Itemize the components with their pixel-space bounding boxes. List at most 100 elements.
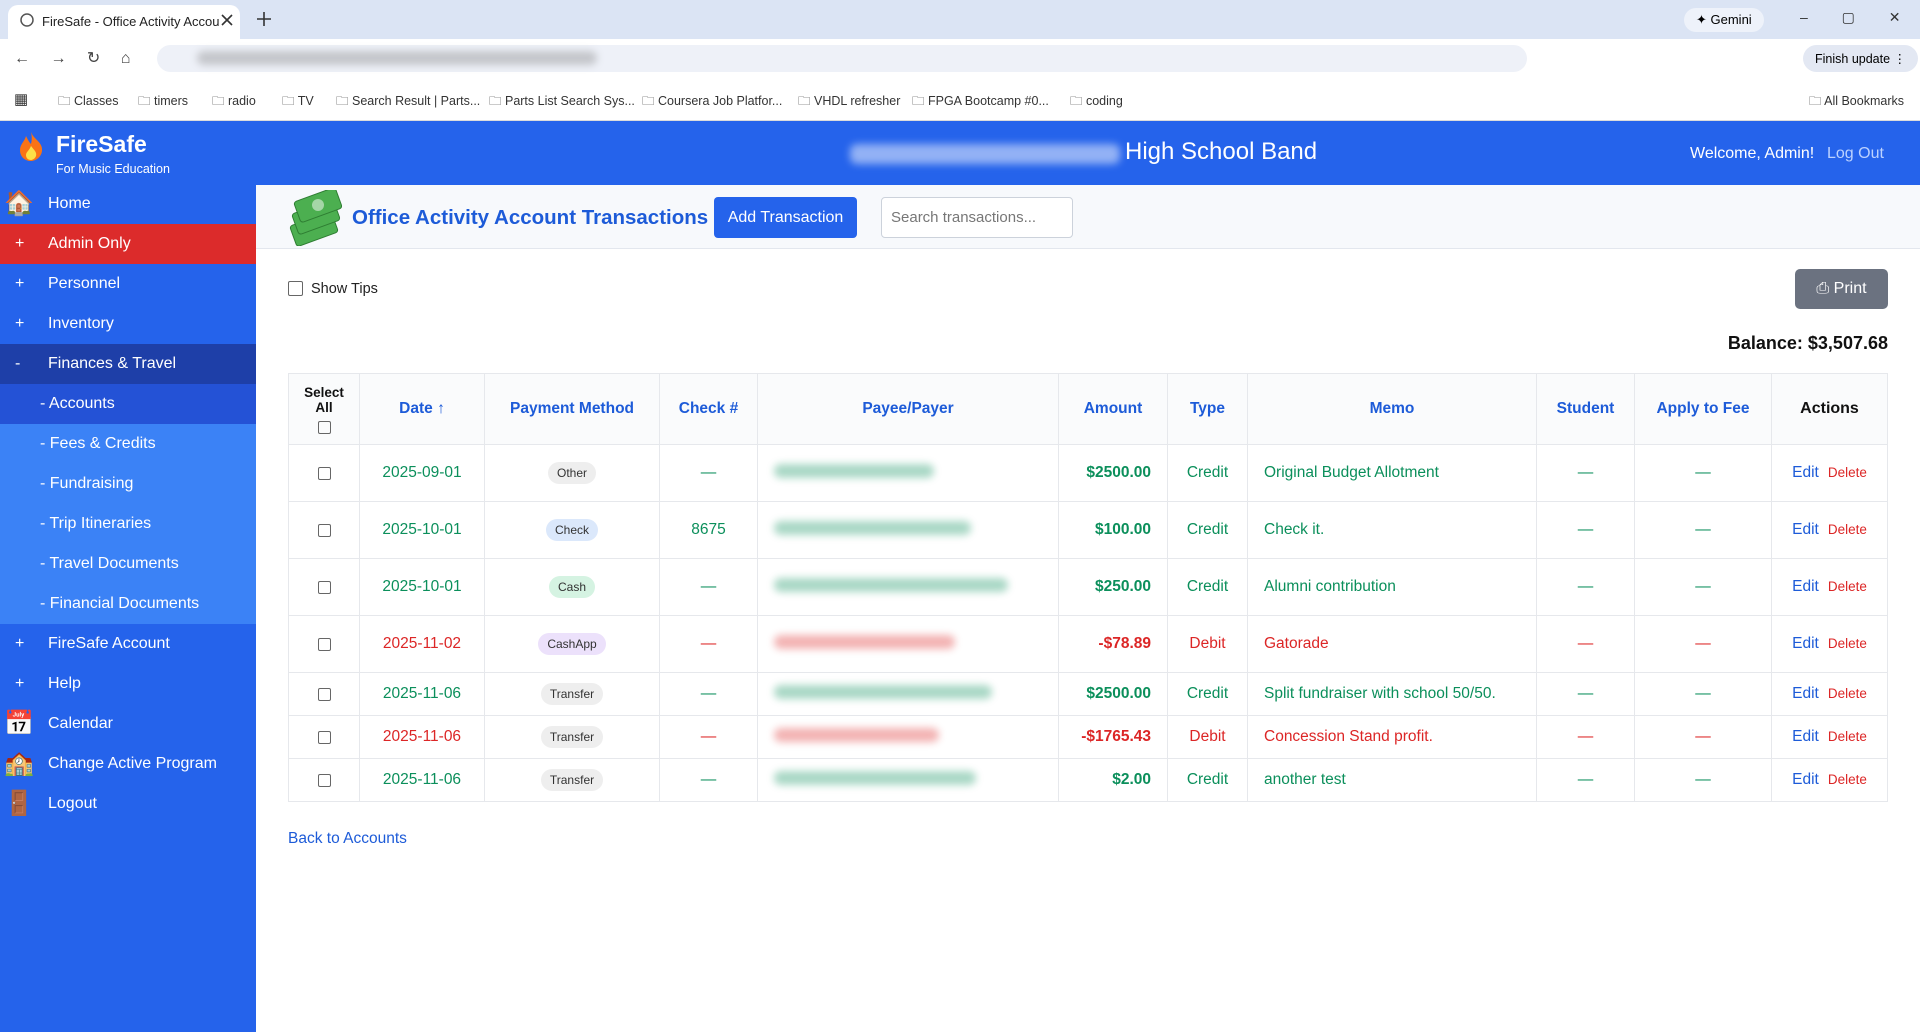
bookmark[interactable]: 🗀 timers [138,94,189,108]
apply-to-fee: — [1634,501,1772,559]
nav-buttons[interactable]: ← → ↻ ⌂ [14,50,131,67]
delete-link[interactable]: Delete [1827,465,1867,480]
bookmark-label: timers [153,94,189,108]
sidebar-item[interactable]: - Finances & Travel [0,344,256,384]
delete-link[interactable]: Delete [1827,522,1867,537]
column-header[interactable]: Payment Method [484,373,660,445]
delete-link[interactable]: Delete [1827,686,1867,701]
select-all-checkbox[interactable] [317,420,331,434]
edit-link[interactable]: Edit [1792,728,1819,745]
sidebar-item[interactable]: 🚪 Logout [0,784,256,824]
row-checkbox[interactable] [317,687,331,701]
add-transaction-button[interactable]: Add Transaction [714,197,857,238]
row-checkbox[interactable] [317,523,331,537]
sidebar-label: - Financial Documents [40,595,200,612]
column-header[interactable]: Payee/Payer [757,373,1059,445]
sidebar-prefix: - [15,355,21,372]
all-bookmarks[interactable]: 🗀 All Bookmarks [1808,94,1904,108]
sidebar-item[interactable]: - Trip Itineraries [0,504,256,544]
bookmark[interactable]: 🗀 Search Result | Parts... [336,94,481,108]
bookmark[interactable]: 🗀 Coursera Job Platfor... [642,94,783,108]
row-checkbox[interactable] [317,466,331,480]
bookmark-label: FPGA Bootcamp #0... [927,94,1049,108]
gemini-button[interactable]: ✦ Gemini [1684,8,1764,32]
delete-link[interactable]: Delete [1827,636,1867,651]
select-cell [288,501,360,559]
actions: Edit Delete [1771,444,1888,502]
edit-link[interactable]: Edit [1792,635,1819,652]
method-badge: Other [547,462,596,484]
transaction-row: 2025-10-01 Check 8675 $100.00 Credit Check it… [288,501,1888,559]
delete-link[interactable]: Delete [1827,729,1867,744]
payee [757,558,1059,616]
bookmark[interactable]: 🗀 coding [1070,94,1123,108]
blurred-payee [774,463,934,478]
sidebar-item[interactable]: 🏠 Home [0,184,256,224]
column-header[interactable]: Apply to Fee [1634,373,1772,445]
student: — [1536,558,1635,616]
tab-close[interactable] [221,14,233,26]
delete-link[interactable]: Delete [1827,772,1867,787]
sidebar-label: - Accounts [40,395,115,412]
column-header[interactable]: Check # [659,373,758,445]
delete-link[interactable]: Delete [1827,579,1867,594]
search-input[interactable]: Search transactions... [881,197,1073,238]
column-header[interactable]: Amount [1058,373,1168,445]
sidebar-item[interactable]: 📅 Calendar [0,704,256,744]
bookmark[interactable]: 🗀 Classes [58,94,119,108]
print-button[interactable]: ⎙ Print [1795,269,1888,309]
type: Credit [1167,558,1248,616]
method-cell: Cash [484,558,660,616]
logout-link[interactable]: Log Out [1827,145,1884,162]
edit-link[interactable]: Edit [1792,578,1819,595]
sidebar-item[interactable]: + Inventory [0,304,256,344]
bookmark[interactable]: 🗀 VHDL refresher [798,94,901,108]
window-controls[interactable]: – ▢ ✕ [1800,9,1901,25]
bookmark[interactable]: 🗀 radio [212,94,256,108]
sidebar-item[interactable]: 🏫 Change Active Program [0,744,256,784]
row-checkbox[interactable] [317,773,331,787]
column-header[interactable]: Date ↑ [359,373,485,445]
address-bar[interactable] [157,45,1527,72]
sidebar-item[interactable]: - Fees & Credits [0,424,256,464]
back-link[interactable]: Back to Accounts [288,830,407,847]
sidebar-item[interactable]: + Admin Only [0,224,256,264]
sidebar-item[interactable]: - Fundraising [0,464,256,504]
amount: -$1765.43 [1058,715,1168,759]
bookmarks-bar: 🗀 All Bookmarks ▦ 🗀 Classes 🗀 timers 🗀 radi… [0,78,1920,121]
method-badge: CashApp [538,633,606,655]
column-header[interactable]: Type [1167,373,1248,445]
column-header[interactable]: Student [1536,373,1635,445]
edit-link[interactable]: Edit [1792,464,1819,481]
edit-link[interactable]: Edit [1792,685,1819,702]
date: 2025-10-01 [359,501,485,559]
actions: Edit Delete [1771,615,1888,673]
row-checkbox[interactable] [317,730,331,744]
money-icon [289,190,342,246]
student: — [1536,501,1635,559]
tagline: For Music Education [56,162,170,176]
amount: $2500.00 [1058,672,1168,716]
bookmark[interactable]: 🗀 FPGA Bootcamp #0... [912,94,1049,108]
sidebar-item[interactable]: - Travel Documents [0,544,256,584]
brand: FireSafe [56,131,147,157]
bookmark[interactable]: 🗀 TV [282,94,314,108]
sidebar-item[interactable]: + Personnel [0,264,256,304]
sidebar-item[interactable]: + FireSafe Account [0,624,256,664]
edit-link[interactable]: Edit [1792,771,1819,788]
show-tips[interactable]: Show Tips [288,281,378,297]
row-checkbox[interactable] [317,637,331,651]
sidebar-label: - Trip Itineraries [40,515,152,532]
sidebar-item[interactable]: - Accounts [0,384,256,424]
new-tab[interactable] [257,12,271,26]
sidebar-item[interactable]: + Help [0,664,256,704]
sidebar-item[interactable]: - Financial Documents [0,584,256,624]
row-checkbox[interactable] [317,580,331,594]
edit-link[interactable]: Edit [1792,521,1819,538]
amount: $2500.00 [1058,444,1168,502]
date: 2025-11-06 [359,758,485,802]
bookmark[interactable]: 🗀 Parts List Search Sys... [489,94,635,108]
column-header[interactable]: Memo [1247,373,1537,445]
browser-tab[interactable]: FireSafe - Office Activity Accou [8,5,240,39]
finish-update[interactable]: Finish update ⋮ [1803,45,1919,72]
